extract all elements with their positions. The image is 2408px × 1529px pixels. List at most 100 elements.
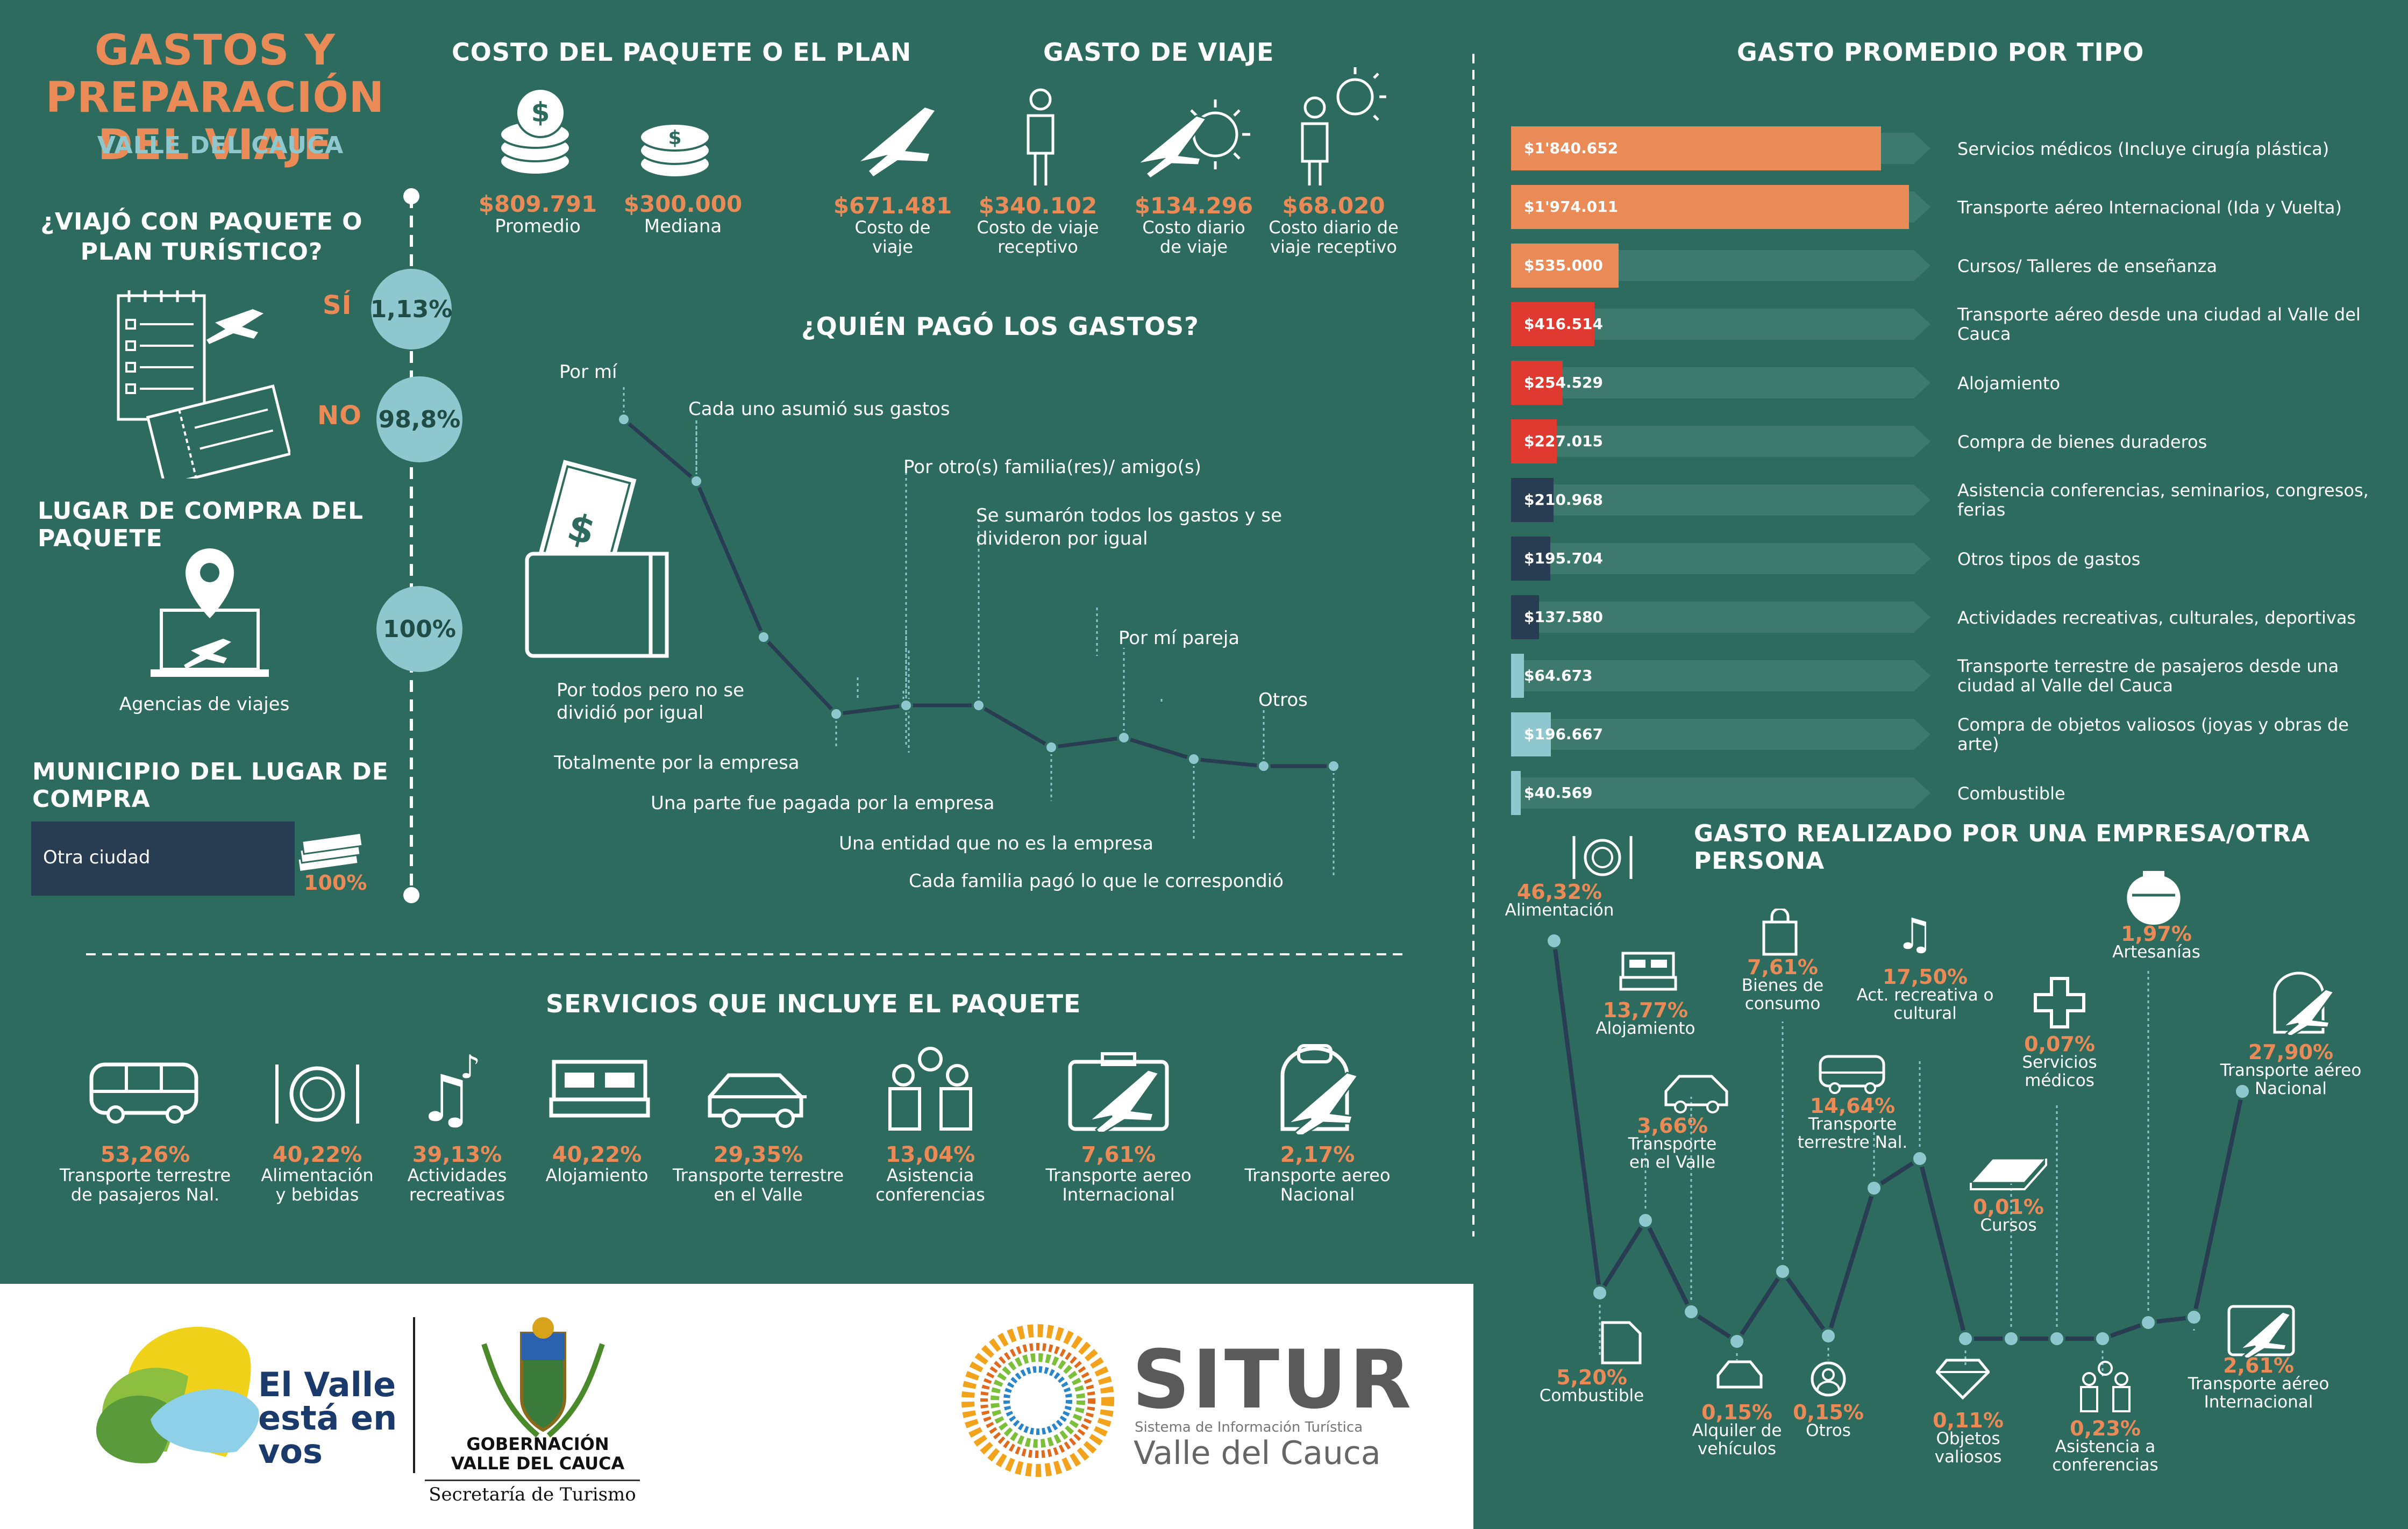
yes-label: SÍ <box>323 290 352 320</box>
avg-bar-track <box>1511 660 1930 691</box>
no-label: NO <box>317 401 362 431</box>
service-item-lodging: 40,22% Alojamiento <box>545 1142 649 1185</box>
avg-bar-track <box>1511 426 1930 457</box>
svg-text:$: $ <box>531 97 550 128</box>
company-item-lodging: 13,77% Alojamiento <box>1595 998 1695 1038</box>
company-item-rental: 0,15% Alquiler de vehículos <box>1692 1401 1782 1459</box>
plate-icon <box>275 1064 359 1124</box>
service-item-recreation: 39,13% Actividades recreativas <box>407 1142 507 1205</box>
avg-bar-track <box>1511 602 1930 633</box>
avg-bar <box>1511 126 1882 170</box>
el-valle-text: El Valle está en vos <box>258 1365 397 1471</box>
who-paid-each: Cada uno asumió sus gastos <box>688 398 950 420</box>
daily-receptive-value: $68.020 <box>1282 192 1385 219</box>
avg-bar-track <box>1511 367 1930 398</box>
bed-icon <box>549 1060 650 1118</box>
company-item-intl-air: 2,61% Transporte aéreo Internacional <box>2188 1354 2329 1412</box>
avg-bar-label: Transporte aéreo Internacional (Ida y Vu… <box>1957 197 2342 218</box>
people-small-icon <box>2080 1361 2131 1412</box>
situr-wordmark: SITUR <box>1132 1333 1414 1427</box>
avg-bar-label: Actividades recreativas, culturales, dep… <box>1957 608 2356 628</box>
package-question-line1: ¿VIAJÓ CON PAQUETE O <box>40 208 363 235</box>
avg-bar <box>1511 654 1524 698</box>
who-paid-line-chart <box>617 387 1341 876</box>
bus-icon <box>89 1062 198 1124</box>
avg-bar <box>1511 712 1551 756</box>
avg-bar-label: Cursos/ Talleres de enseñanza <box>1957 256 2218 276</box>
avg-bar-value: $64.673 <box>1524 667 1593 684</box>
package-median-label: Mediana <box>644 216 722 237</box>
avg-bar <box>1511 537 1551 581</box>
package-cost-title: COSTO DEL PAQUETE O EL PLAN <box>452 38 912 67</box>
person-sun-icon <box>1301 67 1386 185</box>
other-city-label: Otra ciudad <box>43 847 151 868</box>
avg-bar <box>1511 244 1619 288</box>
company-item-crafts: 1,97% Artesanías <box>2112 922 2200 962</box>
avg-bar-track <box>1511 777 1930 809</box>
service-item-intl-air: 7,61% Transporte aereo Internacional <box>1045 1142 1192 1205</box>
person-circle-icon <box>1811 1361 1846 1397</box>
other-city-bar <box>31 821 295 896</box>
main-title-line2: DEL VIAJE <box>98 121 332 169</box>
package-avg-label: Promedio <box>495 216 581 237</box>
avg-bar-track <box>1511 484 1930 516</box>
footer-separator <box>413 1317 415 1473</box>
person-icon <box>1027 88 1055 185</box>
who-paid-each-family: Cada familia pagó lo que le correspondió <box>909 870 1284 892</box>
package-question-title: ¿VIAJÓ CON PAQUETE O PLAN TURÍSTICO? <box>38 207 366 267</box>
avg-bar-label: Combustible <box>1957 783 2065 804</box>
avg-by-type-title: GASTO PROMEDIO POR TIPO <box>1737 38 2145 67</box>
suitcase-plane-icon <box>1068 1052 1169 1132</box>
service-item-car: 29,35% Transporte terrestre en el Valle <box>672 1142 844 1205</box>
medical-cross-icon <box>2034 977 2085 1028</box>
who-paid-part-company: Una parte fue pagada por la empresa <box>651 792 995 814</box>
who-paid-me: Por mí <box>559 361 617 383</box>
subtitle: VALLE DEL CAUCA <box>97 132 344 159</box>
laptop-pin-icon <box>151 548 269 677</box>
backpack-plane-icon <box>1280 1044 1359 1134</box>
situr-sun-logo <box>961 1324 1114 1477</box>
travel-cost-label: Costo de viaje <box>854 217 931 257</box>
avg-bar-value: $137.580 <box>1524 608 1604 626</box>
book-icon <box>1969 1158 2048 1190</box>
company-item-medical: 0,07% Servicios médicos <box>2022 1032 2097 1090</box>
bus-small-icon <box>1819 1055 1885 1094</box>
car-small-icon <box>1664 1075 1728 1113</box>
receptive-cost-label: Costo de viaje receptivo <box>977 217 1099 257</box>
avg-bar-track <box>1511 543 1930 574</box>
avg-bar <box>1511 185 1909 229</box>
avg-bar-value: $1'974.011 <box>1524 198 1619 216</box>
municipality-title: MUNICIPIO DEL LUGAR DE COMPRA <box>32 758 389 813</box>
company-item-fuel: 5,20% Combustible <box>1539 1366 1644 1405</box>
agencies-value-circle: 100% <box>376 586 462 672</box>
coat-of-arms-icon <box>481 1317 605 1438</box>
el-valle-logo <box>96 1326 259 1463</box>
music-small-icon: ♫ <box>1896 909 1934 957</box>
avg-bar-label: Compra de objetos valiosos (joyas y obra… <box>1957 715 2349 754</box>
avg-bar-value: $1'840.652 <box>1524 139 1619 157</box>
package-avg-value: $809.791 <box>478 191 597 217</box>
secretaria-text: Secretaría de Turismo <box>429 1484 636 1505</box>
yes-value-circle: 1,13% <box>371 269 452 349</box>
avg-bar-value: $535.000 <box>1524 256 1604 274</box>
who-paid-company: Totalmente por la empresa <box>554 752 800 774</box>
backpack-plane-small-icon <box>2273 971 2335 1035</box>
service-item-conferences: 13,04% Asistencia conferencias <box>875 1142 985 1205</box>
service-item-food: 40,22% Alimentación y bebidas <box>261 1142 374 1205</box>
plate-small-icon <box>1572 836 1633 879</box>
avg-bar-value: $416.514 <box>1524 315 1604 333</box>
company-spend-line-chart <box>1545 932 2251 1376</box>
avg-bar <box>1511 302 1595 346</box>
situr-sub1: Sistema de Información Turística <box>1135 1419 1363 1435</box>
avg-bar <box>1511 419 1557 463</box>
car-icon <box>708 1073 807 1128</box>
main-title-line1: GASTOS Y PREPARACIÓN <box>45 26 385 122</box>
avg-bar-value: $254.529 <box>1524 374 1604 391</box>
suitcase-plane-small-icon <box>2227 1305 2295 1357</box>
section-divider <box>86 953 1409 955</box>
company-spend-title: GASTO REALIZADO POR UNA EMPRESA/OTRA PER… <box>1694 820 2311 875</box>
company-item-food: 46,32% Alimentación <box>1505 880 1614 920</box>
fuel-can-icon <box>1601 1321 1642 1364</box>
svg-text:♫: ♫ <box>417 1062 475 1132</box>
